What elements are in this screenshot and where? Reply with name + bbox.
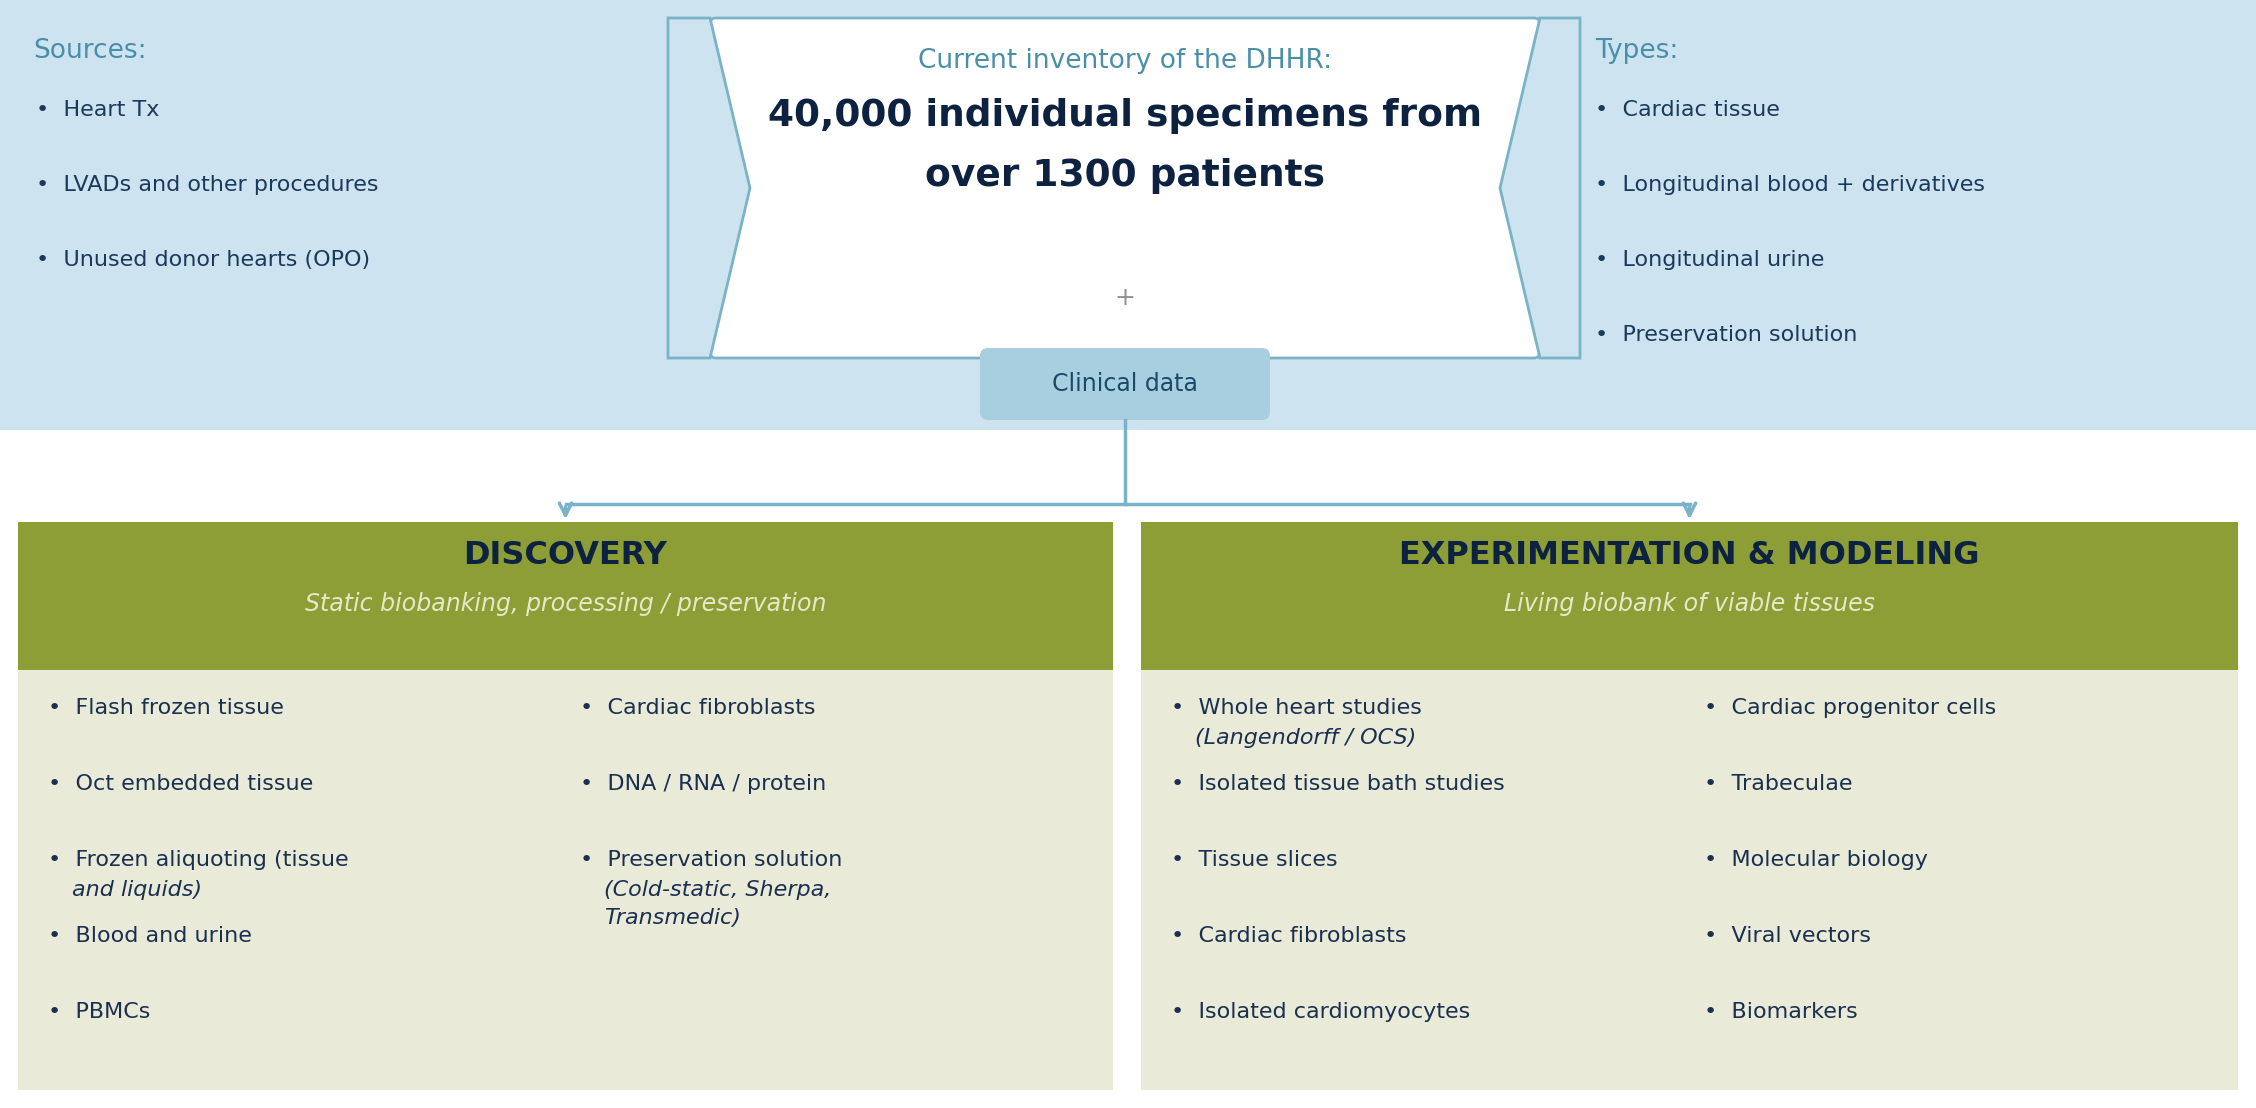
Text: Current inventory of the DHHR:: Current inventory of the DHHR: [918,48,1331,74]
Bar [18,670,1112,1090]
Text: •  Viral vectors: • Viral vectors [1703,926,1870,946]
Text: •  Longitudinal blood + derivatives: • Longitudinal blood + derivatives [1595,175,1985,195]
Text: •  Unused donor hearts (OPO): • Unused donor hearts (OPO) [36,250,370,270]
Text: +: + [1114,286,1135,310]
Polygon shape [668,18,749,358]
Text: over 1300 patients: over 1300 patients [925,158,1324,194]
Text: •  LVADs and other procedures: • LVADs and other procedures [36,175,379,195]
Text: 40,000 individual specimens from: 40,000 individual specimens from [767,98,1482,134]
Bar [18,522,1112,670]
Text: •  Flash frozen tissue: • Flash frozen tissue [47,698,284,718]
Polygon shape [1500,18,1579,358]
Text: •  Preservation solution: • Preservation solution [1595,325,1857,345]
Text: Clinical data: Clinical data [1051,372,1198,396]
Text: •  Whole heart studies: • Whole heart studies [1171,698,1421,718]
Text: •  Isolated tissue bath studies: • Isolated tissue bath studies [1171,774,1505,794]
Text: •  Cardiac tissue: • Cardiac tissue [1595,100,1780,120]
Text: •  Biomarkers: • Biomarkers [1703,1002,1857,1022]
Text: •  PBMCs: • PBMCs [47,1002,151,1022]
Bar [1142,522,2238,670]
Text: Types:: Types: [1595,38,1678,64]
Text: Sources:: Sources: [34,38,147,64]
Text: (Langendorff / OCS): (Langendorff / OCS) [1196,728,1417,748]
Text: •  Isolated cardiomyocytes: • Isolated cardiomyocytes [1171,1002,1471,1022]
Text: •  Tissue slices: • Tissue slices [1171,850,1338,870]
Text: Living biobank of viable tissues: Living biobank of viable tissues [1505,592,1875,616]
Text: •  Preservation solution: • Preservation solution [580,850,841,870]
Text: EXPERIMENTATION & MODELING: EXPERIMENTATION & MODELING [1399,540,1981,571]
Text: •  Heart Tx: • Heart Tx [36,100,160,120]
Text: •  Longitudinal urine: • Longitudinal urine [1595,250,1825,270]
FancyBboxPatch shape [979,348,1270,420]
Text: •  Blood and urine: • Blood and urine [47,926,253,946]
Text: •  Trabeculae: • Trabeculae [1703,774,1852,794]
Text: Transmedic): Transmedic) [605,907,740,929]
Text: •  Cardiac fibroblasts: • Cardiac fibroblasts [1171,926,1405,946]
Text: •  Oct embedded tissue: • Oct embedded tissue [47,774,314,794]
Bar [1142,670,2238,1090]
Text: Static biobanking, processing / preservation: Static biobanking, processing / preserva… [305,592,826,616]
Bar [0,0,2256,430]
Text: •  Frozen aliquoting (tissue: • Frozen aliquoting (tissue [47,850,350,870]
Text: (Cold-static, Sherpa,: (Cold-static, Sherpa, [605,880,832,900]
Text: •  DNA / RNA / protein: • DNA / RNA / protein [580,774,826,794]
Text: •  Cardiac progenitor cells: • Cardiac progenitor cells [1703,698,1997,718]
Text: •  Cardiac fibroblasts: • Cardiac fibroblasts [580,698,814,718]
FancyBboxPatch shape [711,18,1541,358]
Text: DISCOVERY: DISCOVERY [462,540,668,571]
Text: and liquids): and liquids) [72,880,203,900]
Text: •  Molecular biology: • Molecular biology [1703,850,1929,870]
